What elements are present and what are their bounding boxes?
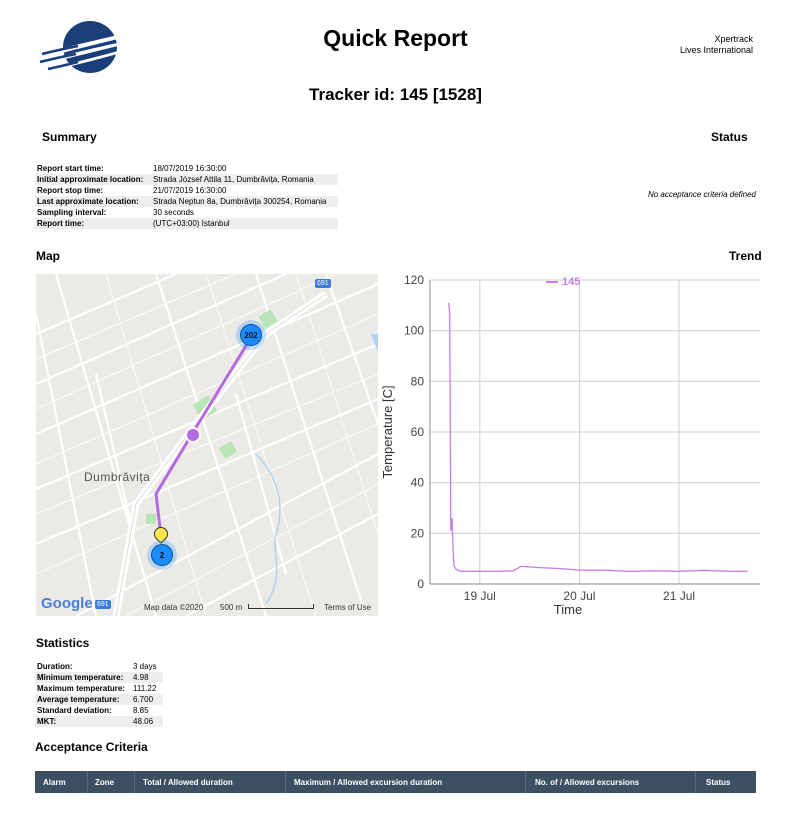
place-label: Dumbrăvița [84,470,151,484]
table-row: Standard deviation: 8.85 [35,705,163,716]
stat-label: Minimum temperature: [35,672,131,683]
cluster-marker-bottom[interactable]: 2 [147,540,177,570]
stat-value: 6.700 [131,694,163,705]
table-row: Average temperature: 6.700 [35,694,163,705]
x-axis-label: Time [554,602,582,617]
column-header-total-duration: Total / Allowed duration [143,778,233,787]
y-tick-label: 40 [411,476,425,490]
summary-table: Report start time: 18/07/2019 16:30:00 In… [35,163,338,229]
map-scale: 500 m [220,603,243,612]
y-tick-label: 80 [411,374,425,388]
table-row: Maximum temperature: 111.22 [35,683,163,694]
table-row: MKT: 48.06 [35,716,163,727]
scale-bar [248,604,314,609]
trend-heading: Trend [729,249,762,263]
route-path [154,335,254,537]
company-tagline: Lives International [679,45,753,55]
google-logo: Google [41,595,93,612]
series-line-145 [448,302,748,572]
temperature-chart: 0 20 40 60 80 100 120 19 Jul 20 Jul 21 Jul Time Tem… [378,268,768,623]
y-tick-label: 20 [411,526,425,540]
x-tick-label: 19 Jul [464,589,496,603]
stat-value: 3 days [133,662,157,671]
x-tick-label: 21 Jul [663,589,695,603]
company-name: Xpertrack [714,34,753,44]
map-attribution: Map data ©2020 [144,603,204,612]
report-title: Quick Report [323,25,468,51]
tracker-title: Tracker id: 145 [1528] [309,85,482,104]
summary-label: Report time: [35,218,151,229]
stat-value: 48.06 [131,716,163,727]
column-header-zone: Zone [95,778,115,787]
summary-label: Report start time: [37,164,104,173]
route-waypoint-icon[interactable] [185,427,201,443]
column-header-excursion-duration: Maximum / Allowed excursion duration [294,778,443,787]
summary-value: 30 seconds [153,208,194,217]
summary-label: Initial approximate location: [35,174,151,185]
cluster-count: 202 [240,324,262,346]
company-logo [38,20,122,76]
table-row: Duration: 3 days [35,661,163,672]
stat-label: Average temperature: [35,694,131,705]
y-axis-label: Temperature [C] [380,385,395,478]
road-badge-bottom: 691 [95,600,111,609]
summary-value: (UTC+03:00) Istanbul [151,218,338,229]
summary-value: Strada József Attila 11, Dumbrăvița, Rom… [151,174,338,185]
y-tick-label: 100 [404,324,424,338]
column-header-status: Status [706,778,731,787]
y-tick-label: 0 [417,577,424,591]
summary-label: Last approximate location: [35,196,151,207]
y-tick-label: 120 [404,273,424,287]
acceptance-heading: Acceptance Criteria [35,740,148,754]
cluster-marker-top[interactable]: 202 [236,320,266,350]
road-badge: 691 [315,279,331,288]
summary-value: 21/07/2019 16:30:00 [153,186,227,195]
status-heading: Status [711,130,748,144]
statistics-heading: Statistics [36,636,90,650]
map-heading: Map [36,249,60,263]
table-row: Report start time: 18/07/2019 16:30:00 [35,163,338,174]
summary-heading: Summary [42,130,97,144]
stat-value: 8.85 [133,706,149,715]
table-row: Report time: (UTC+03:00) Istanbul [35,218,338,229]
y-tick-label: 60 [411,425,425,439]
stat-label: Duration: [37,662,73,671]
x-tick-label: 20 Jul [563,589,595,603]
table-row: Minimum temperature: 4.98 [35,672,163,683]
legend-label: 145 [562,276,580,288]
stat-label: Standard deviation: [37,706,112,715]
stat-label: Maximum temperature: [37,684,126,693]
summary-label: Report stop time: [37,186,104,195]
summary-label: Sampling interval: [37,208,107,217]
summary-value: 18/07/2019 16:30:00 [153,164,227,173]
stat-value: 4.98 [131,672,163,683]
terms-link[interactable]: Terms of Use [324,603,372,612]
statistics-table: Duration: 3 days Minimum temperature: 4.98… [35,661,163,727]
acceptance-table-header: Alarm Zone Total / Allowed duration Maxi… [35,771,756,793]
stat-label: MKT: [35,716,131,727]
table-row: Report stop time: 21/07/2019 16:30:00 [35,185,338,196]
table-row: Sampling interval: 30 seconds [35,207,338,218]
route-map[interactable]: 691 Dumbrăvița 202 2 Google 691 Map data… [36,274,378,616]
company-info: Xpertrack Lives International [680,34,753,56]
table-row: Initial approximate location: Strada Józs… [35,174,338,185]
table-row: Last approximate location: Strada Neptun … [35,196,338,207]
status-note: No acceptance criteria defined [647,190,756,199]
column-header-excursions: No. of / Allowed excursions [535,778,640,787]
stat-value: 111.22 [133,684,157,693]
summary-value: Strada Neptun 8a, Dumbrăvița 300254, Rom… [151,196,338,207]
column-header-alarm: Alarm [43,778,66,787]
cluster-count: 2 [151,544,173,566]
